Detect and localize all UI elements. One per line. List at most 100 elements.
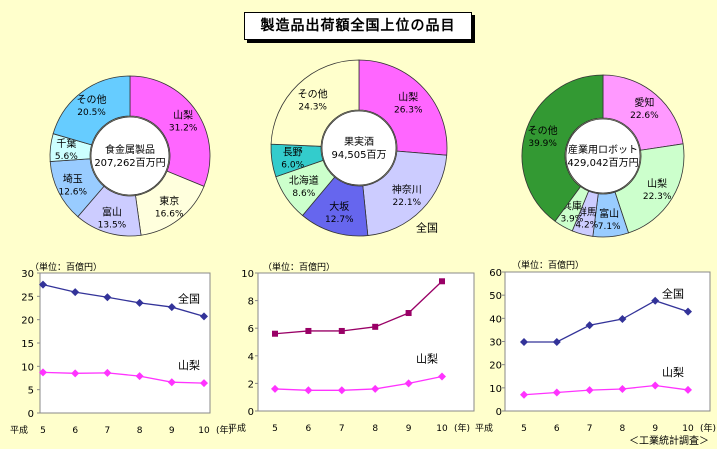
slice-value: 16.6%: [155, 210, 184, 220]
data-point: [71, 288, 80, 297]
pie-slice: [358, 59, 448, 156]
x-tick-label: 7: [105, 426, 111, 436]
y-tick-label: 0: [248, 407, 254, 418]
x-tick-label: 10: [682, 424, 694, 434]
data-point: [103, 368, 112, 377]
slice-label: 大坂: [329, 200, 349, 213]
series-line: [524, 300, 689, 343]
x-tick-label: 5: [40, 426, 46, 436]
data-point: [167, 303, 176, 312]
series-label: 山梨: [662, 365, 684, 379]
x-prefix: 平成: [10, 424, 28, 436]
slice-label: その他: [298, 88, 328, 101]
data-point: [618, 384, 627, 393]
x-tick-label: 7: [339, 424, 345, 434]
x-tick-label: 10: [198, 426, 210, 436]
series-line: [274, 375, 443, 391]
y-tick-label: 5: [28, 386, 34, 397]
slice-label: 富山: [102, 205, 122, 218]
data-point: [39, 280, 47, 289]
y-tick-label: 8: [248, 297, 254, 308]
data-point: [39, 368, 47, 377]
unit-label: （単位：百億円）: [512, 259, 584, 271]
slice-label: 埼玉: [63, 173, 83, 186]
x-tick-label: 6: [554, 424, 560, 434]
x-tick-label: 9: [652, 424, 658, 434]
series-line: [523, 384, 689, 396]
data-point: [200, 312, 208, 321]
data-point: [135, 372, 144, 381]
y-tick-label: 25: [21, 292, 34, 303]
data-point: [684, 385, 692, 394]
data-point: [337, 386, 346, 395]
data-point: [200, 379, 208, 388]
series-line: [274, 280, 443, 335]
data-point: [585, 386, 594, 395]
slice-value: 13.5%: [98, 220, 127, 230]
pie-slice: [521, 74, 604, 222]
data-point: [438, 372, 446, 381]
data-point: [651, 381, 660, 390]
page-title: 製造品出荷額全国上位の品目: [244, 12, 472, 40]
pie-slice: [362, 150, 448, 236]
series-label: 全国: [662, 287, 684, 301]
pie-slice: [52, 75, 131, 146]
x-tick-label: 6: [306, 424, 312, 434]
source-note: ＜工業統計調査＞: [629, 436, 709, 447]
x-tick-label: 6: [72, 426, 78, 436]
data-point: [271, 384, 279, 393]
pie-center-title: 産業用ロボット: [568, 143, 638, 156]
y-tick-label: 2: [248, 379, 254, 390]
slice-value: 3.9%: [560, 214, 583, 224]
y-tick-label: 20: [21, 316, 34, 327]
pie-center-title: 果実酒: [344, 135, 374, 148]
slice-value: 12.6%: [58, 188, 87, 198]
plot-area: [257, 272, 475, 412]
y-tick-label: 0: [496, 407, 502, 418]
pie-center: [565, 118, 641, 194]
data-point: [103, 293, 112, 302]
x-tick-label: 7: [587, 424, 593, 434]
slice-value: 39.9%: [528, 139, 557, 149]
pie-center-title: 食金属製品: [105, 143, 155, 156]
slice-value: 22.1%: [393, 198, 422, 208]
data-point: [371, 384, 380, 393]
slice-value: 24.3%: [298, 103, 327, 113]
y-tick-label: 10: [241, 269, 254, 280]
data-point: [439, 278, 445, 285]
pie-center-value: 94,505百万: [332, 149, 387, 161]
data-point: [618, 315, 627, 324]
data-point: [520, 337, 528, 346]
y-tick-label: 30: [489, 338, 502, 349]
slice-label: 千葉: [56, 137, 76, 150]
x-tick-label: 8: [372, 424, 378, 434]
slice-value: 22.6%: [630, 111, 659, 121]
data-point: [167, 378, 176, 387]
data-point: [305, 327, 312, 334]
data-point: [304, 386, 313, 395]
x-tick-label: 8: [137, 426, 143, 436]
slice-label: 山梨: [647, 177, 667, 190]
slice-label: 東京: [159, 195, 179, 208]
slice-value: 26.3%: [394, 106, 423, 116]
y-tick-label: 20: [489, 361, 502, 372]
slice-label: 長野: [283, 147, 303, 159]
y-tick-label: 50: [489, 291, 502, 302]
data-point: [372, 323, 379, 330]
series-label: 全国: [178, 291, 200, 305]
unit-label: （単位：百億円）: [30, 261, 102, 273]
series-label: 全国: [416, 220, 438, 234]
pie-center: [321, 110, 397, 186]
slice-label: 富山: [599, 207, 619, 220]
data-point: [135, 298, 144, 307]
slice-value: 4.2%: [575, 220, 598, 230]
slice-label: 愛知: [634, 96, 654, 109]
slice-value: 7.1%: [598, 222, 621, 232]
data-point: [520, 390, 528, 399]
pie-center: [90, 116, 170, 196]
x-tick-label: 5: [272, 424, 278, 434]
x-tick-label: 8: [620, 424, 626, 434]
y-tick-label: 10: [489, 384, 502, 395]
x-suffix: (年): [216, 424, 232, 436]
